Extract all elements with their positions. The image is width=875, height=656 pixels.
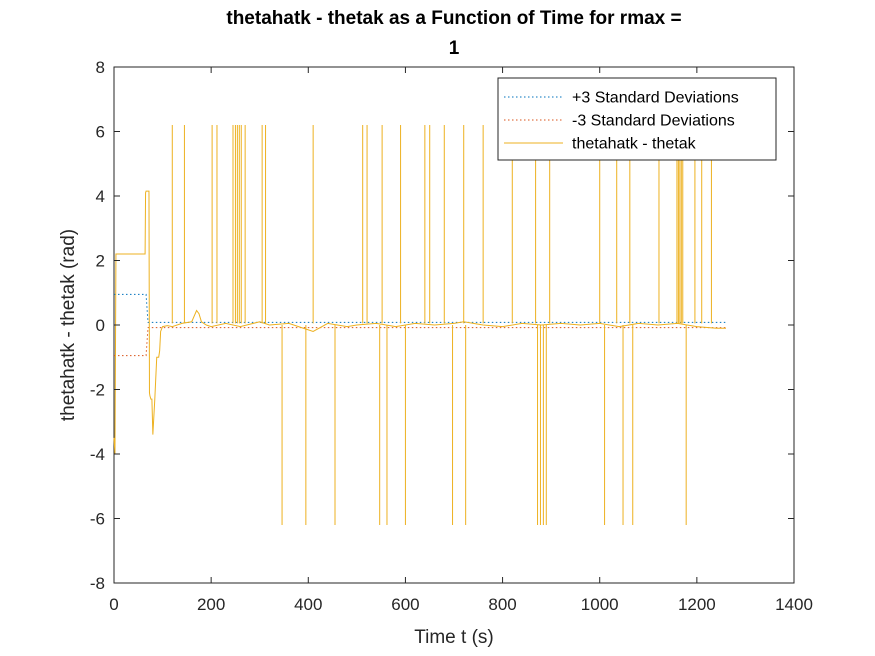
- y-tick-label: 4: [96, 187, 105, 206]
- x-tick-label: 800: [488, 595, 516, 614]
- y-tick-label: 0: [96, 316, 105, 335]
- x-axis-label: Time t (s): [414, 627, 494, 648]
- y-tick-label: 8: [96, 58, 105, 77]
- legend: +3 Standard Deviations -3 Standard Devia…: [497, 77, 777, 161]
- y-tick-label: -2: [90, 381, 105, 400]
- y-tick-label: 6: [96, 123, 105, 142]
- x-tick-label: 600: [391, 595, 419, 614]
- series-plus-3-sd-line: [114, 293, 726, 323]
- x-tick-label: 1400: [775, 595, 813, 614]
- y-tick-label: 2: [96, 252, 105, 271]
- series-error-group: [113, 125, 726, 525]
- legend-label-plus3sd: +3 Standard Deviations: [572, 90, 739, 107]
- x-tick-label: 1000: [581, 595, 619, 614]
- x-tick-label: 0: [109, 595, 118, 614]
- y-tick-label: -8: [90, 574, 105, 593]
- chart-title-line-1: thetahatk - thetak as a Function of Time…: [226, 8, 681, 29]
- legend-label-minus3sd: -3 Standard Deviations: [572, 113, 735, 130]
- series-layer: [113, 125, 726, 525]
- y-tick-label: -6: [90, 510, 105, 529]
- axes-layer: 0 200 400 600 800 1000 1200 1400 -8 -6 -4 -2 0 2 4 6 8: [90, 58, 813, 614]
- x-tick-label: 200: [197, 595, 225, 614]
- series-minus-3-sd-line: [114, 327, 726, 357]
- legend-box: [497, 77, 777, 161]
- chart-title-line-2: 1: [449, 38, 460, 59]
- x-tick-label: 1200: [678, 595, 716, 614]
- series-error-baseline: [113, 190, 726, 455]
- y-axis-label: thetahatk - thetak (rad): [58, 229, 79, 421]
- x-tick-label: 400: [294, 595, 322, 614]
- y-tick-label: -4: [90, 445, 105, 464]
- legend-label-error: thetahatk - thetak: [572, 136, 697, 153]
